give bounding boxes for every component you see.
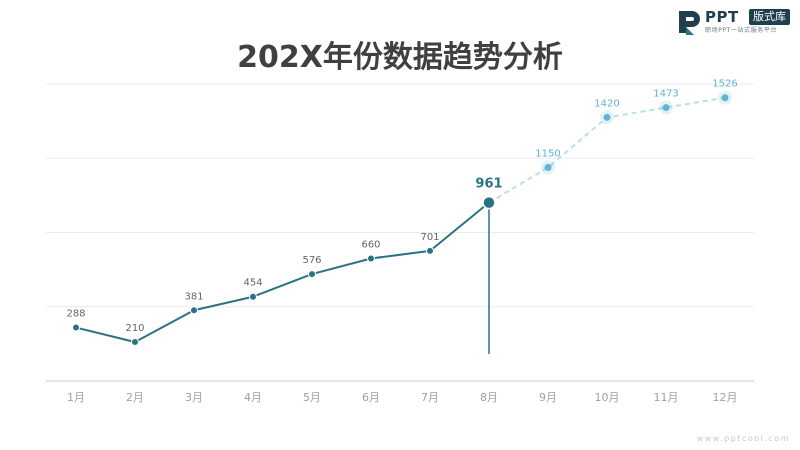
data-point-highlight bbox=[482, 195, 496, 210]
logo-badge: 版式库 bbox=[749, 9, 790, 25]
logo-tagline: 职场PPT一站式服务平台 bbox=[705, 27, 778, 34]
x-tick-label: 9月 bbox=[539, 391, 557, 404]
data-point bbox=[131, 338, 139, 347]
data-label: 381 bbox=[184, 291, 203, 302]
x-tick-label: 8月 bbox=[480, 391, 498, 404]
x-tick-label: 11月 bbox=[654, 391, 679, 404]
series-line-actual bbox=[75, 201, 490, 344]
page-title: 202X年份数据趋势分析 bbox=[237, 40, 563, 75]
data-label: 454 bbox=[243, 278, 262, 289]
data-label: 660 bbox=[361, 239, 380, 250]
data-point bbox=[721, 94, 729, 102]
data-point bbox=[72, 323, 80, 332]
data-point bbox=[662, 104, 670, 112]
x-tick-label: 3月 bbox=[185, 391, 203, 404]
data-point bbox=[308, 270, 316, 279]
x-tick-label: 12月 bbox=[713, 391, 738, 404]
data-point bbox=[426, 246, 434, 255]
logo: PPT 版式库 职场PPT一站式服务平台 bbox=[677, 8, 795, 36]
data-label: 1526 bbox=[712, 79, 737, 90]
data-label: 288 bbox=[66, 309, 85, 320]
data-label: 961 bbox=[475, 177, 502, 192]
data-label: 1150 bbox=[535, 149, 560, 160]
data-point bbox=[249, 292, 257, 301]
data-point bbox=[603, 113, 611, 121]
data-label: 1473 bbox=[653, 89, 678, 100]
data-point bbox=[544, 164, 552, 172]
x-tick-label: 2月 bbox=[126, 391, 144, 404]
data-point bbox=[367, 254, 375, 263]
x-tick-label: 6月 bbox=[362, 391, 380, 404]
logo-mark-icon bbox=[679, 11, 700, 35]
x-tick-label: 10月 bbox=[595, 391, 620, 404]
logo-word: PPT bbox=[705, 8, 739, 26]
data-label: 701 bbox=[420, 232, 439, 243]
data-label: 210 bbox=[125, 323, 144, 334]
x-tick-label: 4月 bbox=[244, 391, 262, 404]
data-point bbox=[190, 306, 198, 315]
data-label: 1420 bbox=[594, 98, 619, 109]
x-tick-label: 5月 bbox=[303, 391, 321, 404]
data-label: 576 bbox=[302, 255, 321, 266]
x-tick-label: 7月 bbox=[421, 391, 439, 404]
x-tick-label: 1月 bbox=[67, 391, 85, 404]
footer-url: www.pptcool.com bbox=[696, 434, 790, 443]
